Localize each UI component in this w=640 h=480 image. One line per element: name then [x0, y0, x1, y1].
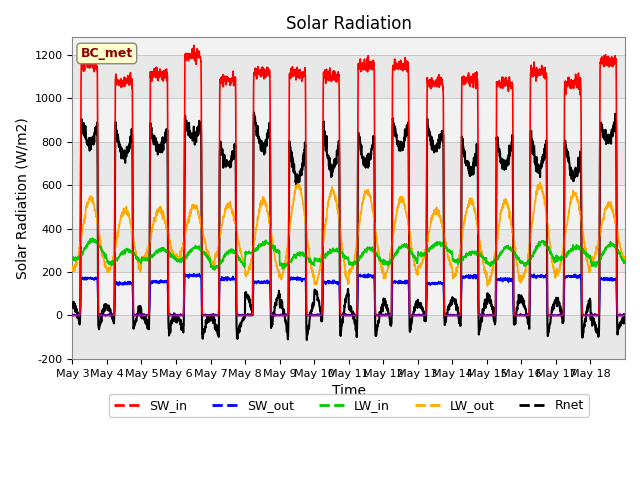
Legend: SW_in, SW_out, LW_in, LW_out, Rnet: SW_in, SW_out, LW_in, LW_out, Rnet: [109, 394, 589, 417]
Text: BC_met: BC_met: [81, 47, 133, 60]
Bar: [72, 228, 625, 272]
Bar: [72, 142, 625, 185]
X-axis label: Time: Time: [332, 384, 365, 398]
Bar: [72, 272, 625, 315]
Bar: [72, 185, 625, 228]
Bar: [72, 315, 625, 359]
Title: Solar Radiation: Solar Radiation: [286, 15, 412, 33]
Bar: [72, 55, 625, 98]
Bar: [72, 37, 625, 55]
Y-axis label: Solar Radiation (W/m2): Solar Radiation (W/m2): [15, 117, 29, 279]
Bar: [72, 98, 625, 142]
